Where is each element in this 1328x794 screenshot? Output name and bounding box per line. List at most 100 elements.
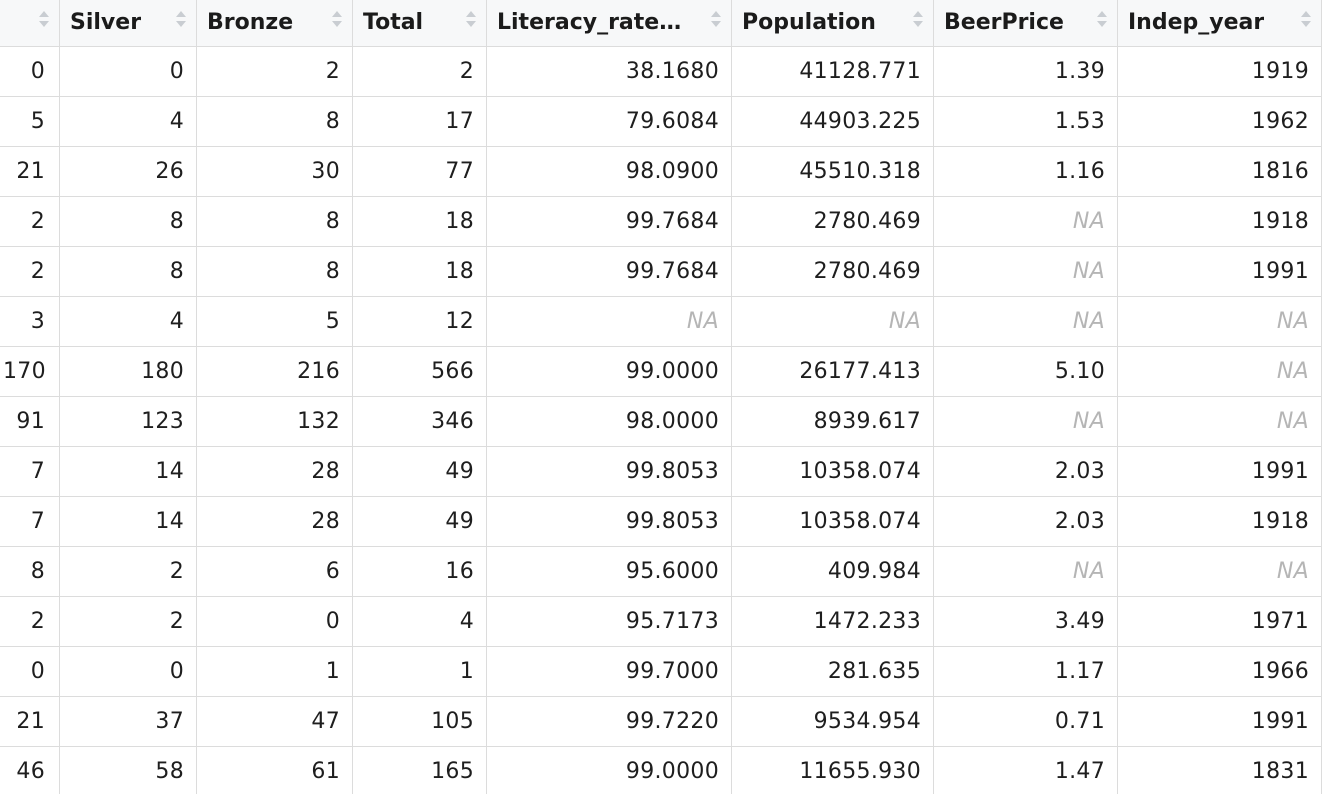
table-row: 8 2 6 16 95.6000 409.984 NA NA	[0, 546, 1322, 597]
table-cell: 1	[352, 646, 487, 697]
table-cell: 99.8053	[486, 496, 732, 547]
table-row: 21 37 47 105 99.7220 9534.954 0.71 1991	[0, 696, 1322, 747]
table-cell: 165	[352, 746, 487, 794]
table-cell: 11655.930	[731, 746, 934, 794]
table-cell: 99.0000	[486, 746, 732, 794]
table-cell: 49	[352, 446, 487, 497]
col-total-header[interactable]: Total	[352, 0, 487, 47]
sort-arrows-icon[interactable]	[332, 11, 342, 33]
table-cell: 12	[352, 296, 487, 347]
col-bronze-header[interactable]: Bronze	[196, 0, 353, 47]
sort-arrows-icon[interactable]	[176, 11, 186, 33]
table-cell: 9534.954	[731, 696, 934, 747]
table-cell: 2	[0, 196, 60, 247]
table-cell: 3.49	[933, 596, 1118, 647]
table-cell: 3	[0, 296, 60, 347]
sort-arrows-icon[interactable]	[466, 11, 476, 33]
sort-down-icon	[711, 21, 721, 27]
table-cell: 0	[59, 46, 197, 97]
col-indep-year-header[interactable]: Indep_year	[1117, 0, 1322, 47]
table-row: 7 14 28 49 99.8053 10358.074 2.03 1918	[0, 496, 1322, 547]
table-cell: 18	[352, 246, 487, 297]
sort-arrows-icon[interactable]	[1097, 11, 1107, 33]
table-cell: 1472.233	[731, 596, 934, 647]
table-cell: NA	[933, 196, 1118, 247]
sort-arrows-icon[interactable]	[711, 11, 721, 33]
table-cell: 105	[352, 696, 487, 747]
table-cell: 7	[0, 446, 60, 497]
table-row: 0 0 2 2 38.1680 41128.771 1.39 1919	[0, 46, 1322, 97]
table-cell: 2.03	[933, 496, 1118, 547]
table-cell: 18	[352, 196, 487, 247]
table-cell: 0	[59, 646, 197, 697]
table-cell: NA	[1117, 396, 1322, 447]
table-cell: 28	[196, 446, 353, 497]
table-cell: 2	[196, 46, 353, 97]
col-indep-year-label: Indep_year	[1128, 9, 1265, 35]
col-population-header[interactable]: Population	[731, 0, 934, 47]
sort-arrows-icon[interactable]	[1301, 11, 1311, 33]
sort-up-icon	[1097, 11, 1107, 17]
table-cell: 1991	[1117, 446, 1322, 497]
table-cell: 2.03	[933, 446, 1118, 497]
table-cell: 1991	[1117, 696, 1322, 747]
table-cell: 132	[196, 396, 353, 447]
table-cell: 2	[0, 596, 60, 647]
table-row: 0 0 1 1 99.7000 281.635 1.17 1966	[0, 646, 1322, 697]
table-cell: 8	[59, 246, 197, 297]
table-cell: 1.47	[933, 746, 1118, 794]
table-cell: 61	[196, 746, 353, 794]
table-cell: 1919	[1117, 46, 1322, 97]
table-cell: 99.8053	[486, 446, 732, 497]
col-total-label: Total	[363, 9, 424, 35]
table-cell: 1918	[1117, 196, 1322, 247]
table-row: 3 4 5 12 NA NA NA NA	[0, 296, 1322, 347]
sort-arrows-icon[interactable]	[913, 11, 923, 33]
table-cell: 1.39	[933, 46, 1118, 97]
table-cell: 8	[196, 196, 353, 247]
table-cell: 2780.469	[731, 246, 934, 297]
col-silver-header[interactable]: Silver	[59, 0, 197, 47]
table-cell: 566	[352, 346, 487, 397]
col-bronze-label: Bronze	[207, 9, 294, 35]
table-cell: 5	[196, 296, 353, 347]
table-cell: 47	[196, 696, 353, 747]
table-cell: 0	[0, 46, 60, 97]
sort-down-icon	[176, 21, 186, 27]
table-cell: 123	[59, 396, 197, 447]
sort-up-icon	[1301, 11, 1311, 17]
table-cell: 1962	[1117, 96, 1322, 147]
table-cell: NA	[933, 296, 1118, 347]
table-cell: 26177.413	[731, 346, 934, 397]
table-cell: 99.7220	[486, 696, 732, 747]
col-beerprice-label: BeerPrice	[944, 9, 1064, 35]
table-cell: 346	[352, 396, 487, 447]
table-row: 21 26 30 77 98.0900 45510.318 1.16 1816	[0, 146, 1322, 197]
table-row: 5 4 8 17 79.6084 44903.225 1.53 1962	[0, 96, 1322, 147]
table-cell: 99.7684	[486, 246, 732, 297]
table-row: 2 8 8 18 99.7684 2780.469 NA 1991	[0, 246, 1322, 297]
table-cell: 41128.771	[731, 46, 934, 97]
table-cell: 99.0000	[486, 346, 732, 397]
table-cell: 7	[0, 496, 60, 547]
table-cell: 1918	[1117, 496, 1322, 547]
table-cell: 45510.318	[731, 146, 934, 197]
table-cell: 2	[352, 46, 487, 97]
table-cell: 2	[59, 546, 197, 597]
table-cell: 180	[59, 346, 197, 397]
table-cell: 1831	[1117, 746, 1322, 794]
table-cell: 37	[59, 696, 197, 747]
table-cell: 2	[0, 246, 60, 297]
table-cell: 1816	[1117, 146, 1322, 197]
col-literacy-rate-header[interactable]: Literacy_rate…	[486, 0, 732, 47]
col-index-header[interactable]	[0, 0, 60, 47]
sort-up-icon	[466, 11, 476, 17]
table-row: 91 123 132 346 98.0000 8939.617 NA NA	[0, 396, 1322, 447]
table-cell: 281.635	[731, 646, 934, 697]
table-cell: 8	[0, 546, 60, 597]
sort-arrows-icon[interactable]	[39, 11, 49, 33]
col-beerprice-header[interactable]: BeerPrice	[933, 0, 1118, 47]
sort-down-icon	[466, 21, 476, 27]
table-cell: 4	[59, 96, 197, 147]
